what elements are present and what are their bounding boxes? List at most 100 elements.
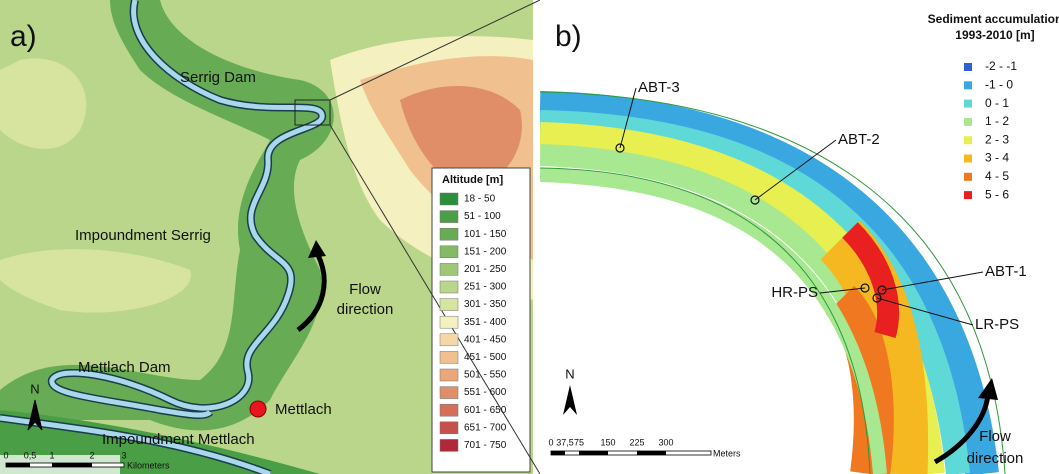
scale-seg [637, 451, 666, 455]
place-label: Serrig Dam [180, 69, 256, 86]
legend-swatch [439, 280, 459, 294]
point-label: LR-PS [975, 316, 1019, 333]
place-label: Impoundment Mettlach [102, 431, 255, 448]
point-label: ABT-3 [638, 79, 680, 96]
sample-point [750, 195, 760, 205]
legend-label: 551 - 600 [464, 387, 507, 398]
legend-label: 101 - 150 [464, 229, 507, 240]
leader-line [876, 297, 974, 326]
scale-seg [6, 463, 30, 467]
legend-swatch [439, 227, 459, 241]
connector [329, 0, 541, 101]
legend-swatch [439, 333, 459, 347]
scale-label: 37,5 [556, 437, 574, 447]
sample-point [860, 283, 870, 293]
legend-swatch [964, 191, 972, 200]
legend-swatch [964, 172, 972, 181]
terrain-plateau [0, 249, 191, 313]
flow-arrow [933, 394, 991, 465]
scale-unit: Kilometers [127, 460, 170, 470]
leader-line [819, 287, 866, 294]
legend-label: 451 - 500 [464, 352, 507, 363]
outline [540, 91, 1006, 474]
legend-title: 1993-2010 [m] [955, 28, 1034, 42]
legend-title: Sediment accumulation [928, 12, 1059, 26]
flow-label: Flow [979, 428, 1011, 445]
legend-label: 401 - 450 [464, 334, 507, 345]
legend-swatch [439, 210, 459, 223]
legend-swatch [439, 421, 459, 435]
scale-label: 300 [658, 437, 673, 447]
town-marker [249, 400, 267, 418]
legend-label: 0 - 1 [985, 96, 1009, 110]
band [842, 222, 899, 339]
terrain-plateau [0, 58, 87, 149]
terrain-peak [400, 86, 522, 190]
sample-point [615, 143, 625, 153]
legend-label: 18 - 50 [464, 194, 496, 205]
legend-swatch [439, 351, 459, 364]
legend-swatch [964, 81, 972, 90]
scale-seg [52, 463, 92, 467]
river [49, 0, 325, 418]
point-label: ABT-1 [985, 263, 1027, 280]
legend-label: 5 - 6 [985, 187, 1009, 201]
panel-label: b) [555, 20, 582, 53]
legend-swatch [439, 192, 459, 206]
band [540, 91, 999, 474]
legend-label: -2 - -1 [985, 59, 1017, 73]
legend-swatch [439, 298, 459, 311]
panel-label: a) [10, 20, 37, 53]
leader-line [754, 139, 837, 201]
legend-label: 51 - 100 [464, 211, 501, 222]
scale-label: 0,5 [24, 450, 37, 460]
sample-point [872, 293, 882, 303]
north-arrow [27, 399, 43, 431]
legend-swatch [439, 368, 459, 382]
leader-line [881, 271, 984, 291]
scale-label: 3 [121, 450, 126, 460]
scale-label: 0 [548, 437, 553, 447]
legend-swatch [439, 245, 459, 259]
scale-seg [551, 451, 565, 455]
connector [329, 124, 541, 474]
zoom-box [294, 99, 331, 126]
legend-label: 651 - 700 [464, 422, 507, 433]
legend-swatch [964, 136, 972, 145]
scale-label: 225 [629, 437, 644, 447]
place-label: Mettlach [275, 401, 332, 418]
place-label: Mettlach Dam [78, 359, 171, 376]
legend-title: Altitude [m] [442, 174, 503, 186]
point-label: HR-PS [771, 284, 818, 301]
legend-label: -1 - 0 [985, 77, 1013, 91]
scale-bar [550, 450, 712, 456]
scale-label: 2 [89, 450, 94, 460]
scale-label: 0 [3, 450, 8, 460]
legend-label: 4 - 5 [985, 169, 1009, 183]
legend-label: 501 - 550 [464, 370, 507, 381]
legend-swatch [964, 99, 972, 108]
legend-swatch [964, 154, 972, 163]
legend-swatch [439, 315, 459, 329]
legend-label: 251 - 300 [464, 282, 507, 293]
legend-label: 201 - 250 [464, 264, 507, 275]
legend-swatch [439, 263, 459, 276]
band [540, 168, 887, 474]
flow-arrowhead [308, 240, 326, 258]
flow-arrowhead [978, 378, 998, 400]
scale-label: 75 [574, 437, 584, 447]
scale-label: 1 [49, 450, 54, 460]
legend-swatch [439, 403, 459, 417]
north-label: N [30, 381, 39, 396]
sample-point [877, 285, 887, 295]
legend-swatch [439, 386, 459, 399]
legend-label: 151 - 200 [464, 246, 507, 257]
outline [540, 167, 871, 474]
flow-label: direction [337, 301, 394, 318]
north-label: N [565, 366, 574, 381]
legend-label: 1 - 2 [985, 114, 1009, 128]
scale-unit: Meters [713, 448, 741, 458]
scale-seg [579, 451, 608, 455]
flow-arrow [296, 253, 327, 333]
legend-swatch [964, 117, 972, 126]
